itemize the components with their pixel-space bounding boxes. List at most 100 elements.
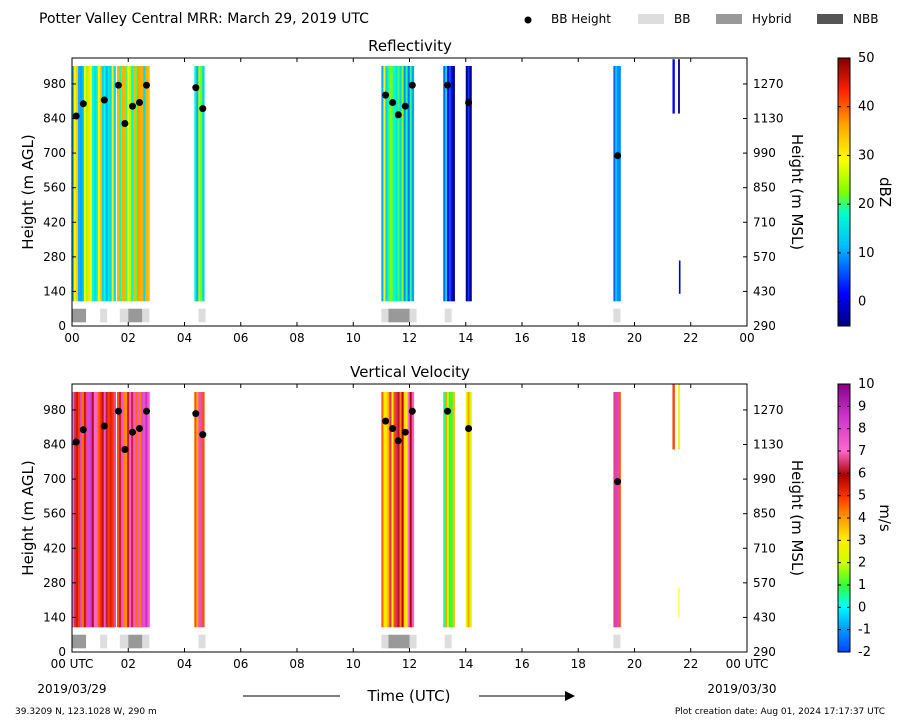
data-strip [119, 392, 122, 628]
y2-tick-label: 1130 [753, 438, 784, 452]
y2-tick-label: 430 [753, 284, 776, 298]
data-strip [111, 392, 115, 628]
data-strip [119, 66, 122, 302]
data-strip [85, 66, 89, 302]
legend-swatch [716, 14, 742, 24]
data-strip [452, 392, 455, 628]
x-tick-label: 00 [64, 331, 79, 345]
bb-height-point [465, 99, 473, 106]
y2-tick-label: 710 [753, 215, 776, 229]
data-strip [399, 392, 402, 628]
data-strip [137, 392, 140, 628]
data-strip [123, 66, 126, 302]
page-title: Potter Valley Central MRR: March 29, 201… [39, 11, 369, 27]
data-strip [403, 392, 407, 628]
y2-axis-label: Height (m MSL) [788, 460, 806, 576]
bb-height-point [192, 84, 200, 92]
bb-height-point [382, 91, 390, 99]
data-strip [443, 392, 446, 628]
data-strip [450, 392, 454, 628]
colorbar-tick-label: 7 [858, 444, 866, 459]
data-strip [109, 392, 113, 628]
x-tick-label: 02 [121, 657, 136, 671]
y-tick-label: 140 [43, 284, 66, 298]
colorbar-tick-label: 30 [858, 148, 875, 163]
x-tick-label: 20 [627, 657, 642, 671]
bb-type-bar [444, 634, 452, 649]
data-strip [125, 392, 128, 628]
y-tick-label: 700 [43, 146, 66, 160]
bb-type-bar [409, 308, 417, 323]
data-strip [616, 66, 620, 302]
data-strip [389, 392, 392, 628]
data-strip [91, 392, 95, 628]
y2-tick-label: 710 [753, 541, 776, 555]
data-strip [678, 59, 680, 114]
bb-height-point [444, 81, 451, 89]
x-tick-label: 22 [683, 657, 698, 671]
data-strip [445, 66, 448, 302]
data-strip [103, 392, 107, 628]
x-tick-label: 06 [233, 657, 248, 671]
velocity-plot: 00 UTC 02 04 06 08 10 12 14 16 18 20 22 00 UTC014028… [19, 383, 806, 671]
data-strip [72, 392, 75, 628]
bb-type-bar [613, 634, 621, 649]
colorbar-tick-label: 10 [858, 246, 875, 261]
data-strip [613, 392, 616, 628]
x-tick-label: 04 [177, 331, 192, 345]
bb-height-point [79, 426, 87, 434]
data-strip [93, 392, 97, 628]
data-strip [75, 66, 79, 302]
data-strip [383, 66, 386, 302]
data-strip [139, 392, 142, 628]
legend: BB Height BB Hybrid NBB [524, 12, 878, 26]
data-strip [141, 392, 144, 628]
data-strip [99, 392, 103, 628]
y-tick-label: 0 [58, 319, 66, 333]
data-strip [135, 392, 138, 628]
bb-type-bar [128, 308, 143, 323]
data-strip [447, 392, 450, 628]
bb-height-point [465, 425, 473, 432]
data-strip [467, 392, 470, 628]
y2-tick-label: 850 [753, 507, 776, 521]
bb-height-point [394, 437, 402, 445]
data-strip [131, 66, 134, 302]
y-tick-label: 840 [43, 112, 66, 126]
data-strip [129, 392, 132, 628]
data-strip [405, 392, 409, 628]
data-strip [391, 392, 394, 628]
bb-type-bar [100, 634, 108, 649]
y2-tick-label: 1270 [753, 403, 784, 417]
bb-height-point [394, 111, 402, 119]
data-strip [143, 392, 146, 628]
colorbar-tick-label: 40 [858, 100, 875, 115]
data-strip [450, 66, 454, 302]
y2-tick-label: 290 [753, 645, 776, 659]
data-strip [405, 66, 409, 302]
data-strip [97, 66, 101, 302]
data-strip [77, 392, 81, 628]
data-strip [72, 66, 75, 302]
data-strip [99, 66, 103, 302]
legend-swatch [817, 14, 843, 24]
data-strip [385, 66, 388, 302]
data-strip [101, 392, 105, 628]
bb-height-point [408, 81, 416, 89]
data-strip [194, 392, 197, 628]
data-strip [141, 66, 144, 302]
y-tick-label: 980 [43, 403, 66, 417]
data-strip [200, 392, 203, 628]
bb-height-point [614, 152, 622, 160]
legend-dot-marker [524, 16, 532, 24]
data-strip [381, 392, 384, 628]
bb-height-point [121, 120, 129, 127]
data-strip [393, 392, 396, 628]
data-strip [387, 392, 390, 628]
data-strip [125, 66, 128, 302]
y-tick-label: 280 [43, 250, 66, 264]
data-strip [198, 66, 201, 302]
y2-tick-label: 430 [753, 610, 776, 624]
bb-height-point [199, 431, 207, 439]
